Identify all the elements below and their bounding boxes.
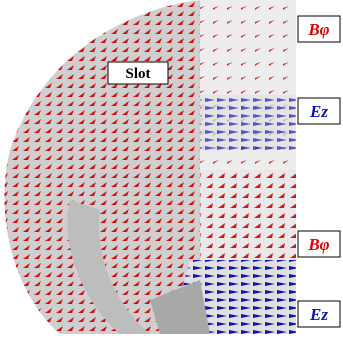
slot-callout: Slot (108, 62, 168, 84)
figure: Slot Bφ Ez Bφ Ez (0, 0, 343, 334)
field-label: Ez (309, 102, 328, 121)
slot-label: Slot (125, 66, 150, 82)
field-label: Ez (309, 305, 328, 324)
field-labels: Bφ Ez Bφ Ez (298, 16, 340, 327)
face-red (200, 170, 296, 260)
field-label: Bφ (307, 235, 329, 254)
face-blue-upper (200, 95, 296, 150)
field-label: Bφ (307, 20, 329, 39)
render (4, 0, 296, 334)
